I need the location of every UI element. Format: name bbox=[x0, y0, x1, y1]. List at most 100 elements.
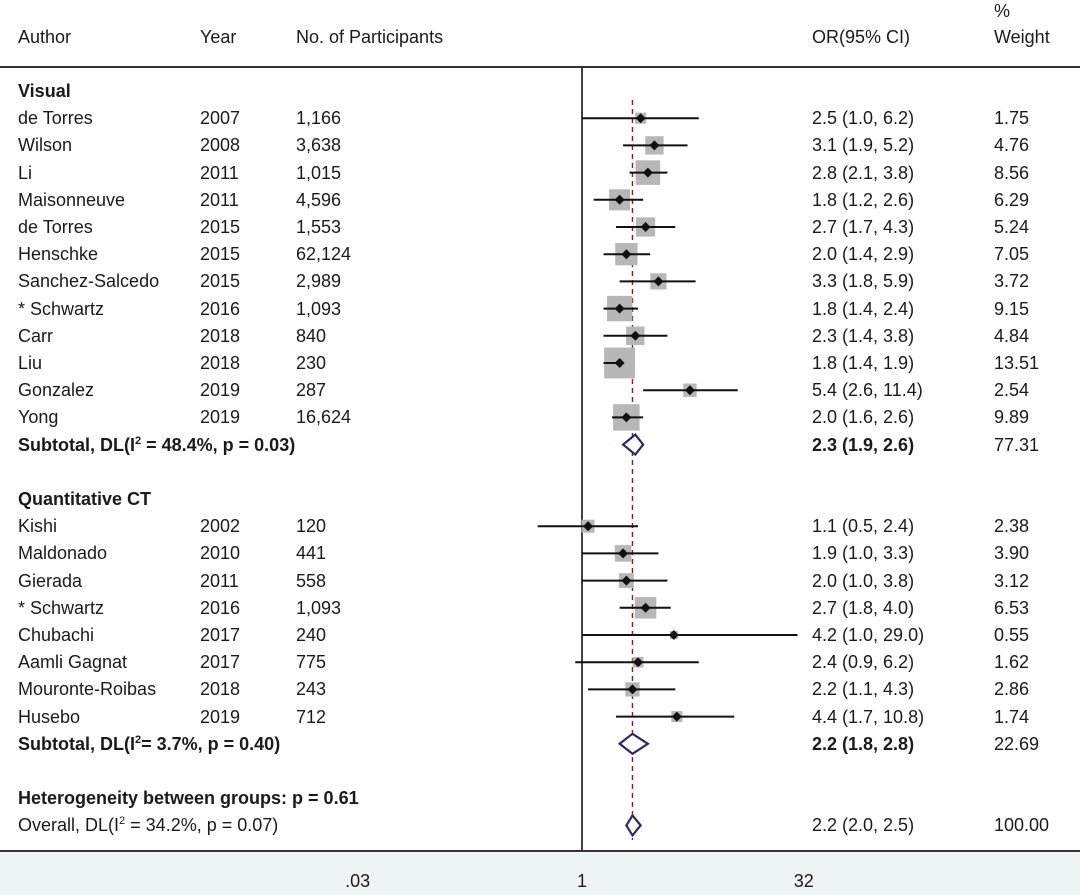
study-participants: 16,624 bbox=[296, 407, 352, 428]
study-year: 2015 bbox=[200, 271, 241, 292]
study-year: 2007 bbox=[200, 108, 241, 129]
study-participants: 4,596 bbox=[296, 189, 342, 210]
study-participants: 230 bbox=[296, 353, 327, 373]
point-estimate bbox=[621, 412, 632, 423]
point-estimate bbox=[642, 167, 653, 178]
study-author: Liu bbox=[18, 353, 43, 373]
subtotal-label: Subtotal, DL(I2= 3.7%, p = 0.40) bbox=[18, 733, 280, 755]
study-participants: 287 bbox=[296, 380, 327, 401]
x-tick-label: .03 bbox=[345, 871, 371, 891]
study-author: Kishi bbox=[18, 516, 58, 537]
subtotal-label-text-end: = 48.4%, p = 0.03) bbox=[141, 434, 296, 455]
study-year: 2017 bbox=[200, 625, 241, 645]
study-year: 2002 bbox=[200, 516, 241, 537]
study-author: Li bbox=[18, 162, 33, 183]
study-or-ci: 2.3 (1.4, 3.8) bbox=[812, 325, 915, 346]
study-or-ci: 4.2 (1.0, 29.0) bbox=[812, 625, 925, 645]
study-year: 2011 bbox=[200, 189, 239, 210]
overall-label-text: Overall, DL(I bbox=[18, 815, 120, 836]
header-weight: Weight bbox=[994, 27, 1050, 47]
heterogeneity-label: Heterogeneity between groups: p = 0.61 bbox=[18, 788, 359, 809]
study-participants: 1,166 bbox=[296, 108, 342, 129]
point-estimate bbox=[627, 684, 638, 695]
study-or-ci: 3.3 (1.8, 5.9) bbox=[812, 271, 915, 292]
study-participants: 712 bbox=[296, 706, 327, 727]
study-year: 2011 bbox=[200, 162, 239, 183]
study-weight: 2.54 bbox=[994, 380, 1030, 401]
study-year: 2015 bbox=[200, 244, 241, 265]
study-author: Mouronte-Roibas bbox=[18, 679, 157, 700]
study-participants: 840 bbox=[296, 325, 327, 346]
study-author: Henschke bbox=[18, 244, 99, 265]
study-weight: 1.74 bbox=[994, 706, 1030, 727]
study-weight: 3.90 bbox=[994, 543, 1030, 564]
overall-or-ci: 2.2 (2.0, 2.5) bbox=[812, 815, 915, 836]
study-participants: 1,015 bbox=[296, 162, 342, 183]
overall-label-superscript: 2 bbox=[119, 815, 126, 828]
study-weight: 5.24 bbox=[994, 217, 1030, 237]
study-participants: 240 bbox=[296, 625, 327, 645]
study-or-ci: 5.4 (2.6, 11.4) bbox=[812, 380, 923, 401]
subtotal-weight: 22.69 bbox=[994, 733, 1040, 754]
study-year: 2019 bbox=[200, 706, 241, 727]
study-weight: 6.53 bbox=[994, 597, 1030, 618]
study-year: 2019 bbox=[200, 380, 241, 401]
study-participants: 1,093 bbox=[296, 597, 342, 618]
study-year: 2010 bbox=[200, 543, 241, 564]
overall-weight: 100.00 bbox=[994, 815, 1050, 836]
study-year: 2015 bbox=[200, 217, 241, 237]
study-or-ci: 2.7 (1.7, 4.3) bbox=[812, 217, 915, 237]
study-participants: 2,989 bbox=[296, 271, 342, 292]
point-estimate bbox=[640, 222, 651, 232]
x-axis-band bbox=[0, 850, 1080, 895]
study-or-ci: 3.1 (1.9, 5.2) bbox=[812, 135, 915, 156]
study-or-ci: 1.1 (0.5, 2.4) bbox=[812, 516, 915, 537]
subtotal-or-ci: 2.2 (1.8, 2.8) bbox=[812, 733, 915, 754]
study-author: * Schwartz bbox=[18, 597, 105, 618]
point-estimate bbox=[653, 276, 664, 287]
study-author: Yong bbox=[18, 407, 59, 428]
subtotal-label: Subtotal, DL(I2 = 48.4%, p = 0.03) bbox=[18, 434, 295, 456]
point-estimate bbox=[684, 385, 695, 396]
subtotal-label-text: Subtotal, DL(I bbox=[18, 434, 135, 455]
study-participants: 558 bbox=[296, 570, 327, 591]
study-year: 2018 bbox=[200, 353, 241, 373]
study-weight: 1.75 bbox=[994, 108, 1030, 129]
group-label: Visual bbox=[18, 81, 71, 101]
group-label: Quantitative CT bbox=[18, 489, 152, 509]
study-author: Chubachi bbox=[18, 625, 95, 645]
point-estimate bbox=[640, 602, 651, 613]
study-or-ci: 1.8 (1.4, 2.4) bbox=[812, 298, 915, 319]
overall-diamond bbox=[625, 813, 643, 838]
study-or-ci: 2.8 (2.1, 3.8) bbox=[812, 162, 915, 183]
subtotal-weight: 77.31 bbox=[994, 434, 1040, 455]
subtotal-label-superscript: 2 bbox=[134, 434, 142, 447]
header-year: Year bbox=[200, 27, 237, 47]
study-year: 2016 bbox=[200, 597, 241, 618]
subtotal-or-ci: 2.3 (1.9, 2.6) bbox=[812, 434, 915, 455]
subtotal-diamond bbox=[617, 732, 650, 756]
header-or: OR(95% CI) bbox=[812, 27, 911, 47]
study-weight: 8.56 bbox=[994, 162, 1030, 183]
study-weight: 3.12 bbox=[994, 570, 1030, 591]
point-estimate bbox=[614, 303, 625, 314]
study-or-ci: 2.5 (1.0, 6.2) bbox=[812, 108, 915, 129]
study-or-ci: 2.0 (1.4, 2.9) bbox=[812, 244, 915, 265]
study-author: Gonzalez bbox=[18, 380, 95, 401]
study-year: 2019 bbox=[200, 407, 241, 428]
header-participants: No. of Participants bbox=[296, 27, 444, 47]
subtotal-label-text: Subtotal, DL(I bbox=[18, 733, 135, 754]
x-tick-label: 1 bbox=[576, 871, 588, 891]
study-or-ci: 1.8 (1.2, 2.6) bbox=[812, 189, 915, 210]
study-author: Maisonneuve bbox=[18, 189, 126, 210]
point-estimate bbox=[583, 521, 594, 532]
study-or-ci: 1.9 (1.0, 3.3) bbox=[812, 543, 915, 564]
study-author: Carr bbox=[18, 325, 53, 346]
study-weight: 9.89 bbox=[994, 407, 1030, 428]
point-estimate bbox=[621, 575, 632, 586]
study-year: 2016 bbox=[200, 298, 241, 319]
study-year: 2011 bbox=[200, 570, 239, 591]
study-participants: 3,638 bbox=[296, 135, 342, 156]
study-or-ci: 2.4 (0.9, 6.2) bbox=[812, 652, 915, 673]
